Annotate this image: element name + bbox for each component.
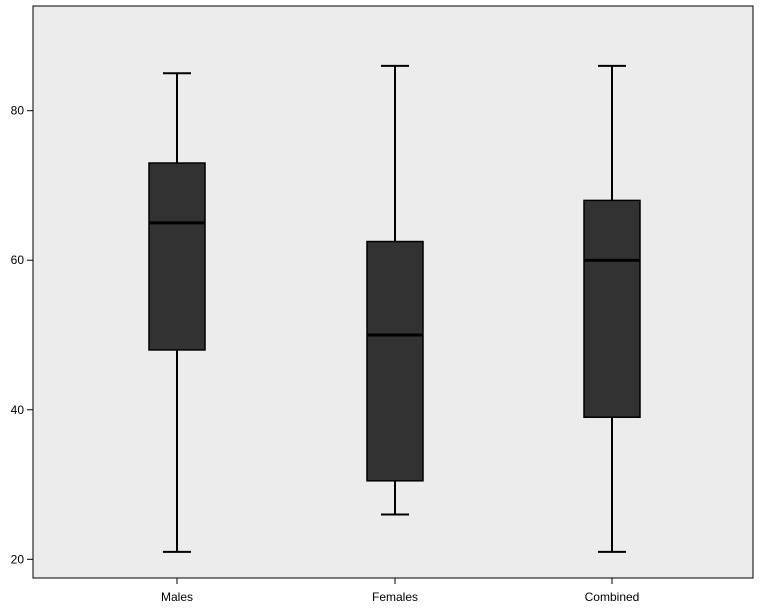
x-axis: Males Females Combined (161, 578, 639, 604)
box-group (583, 64, 641, 553)
y-tick-label: 60 (11, 253, 25, 267)
y-tick-label: 40 (11, 403, 25, 417)
iqr-box (148, 162, 206, 351)
y-axis: 20 40 60 80 (11, 104, 33, 566)
iqr-box (583, 199, 641, 418)
box-group (148, 72, 206, 553)
y-tick-label: 80 (11, 104, 25, 118)
box-group (366, 64, 424, 516)
iqr-box (366, 240, 424, 482)
y-tick-label: 20 (11, 552, 25, 566)
box-series (148, 64, 641, 553)
x-tick-label: Males (161, 590, 193, 604)
x-tick-label: Combined (585, 590, 640, 604)
x-tick-label: Females (372, 590, 418, 604)
